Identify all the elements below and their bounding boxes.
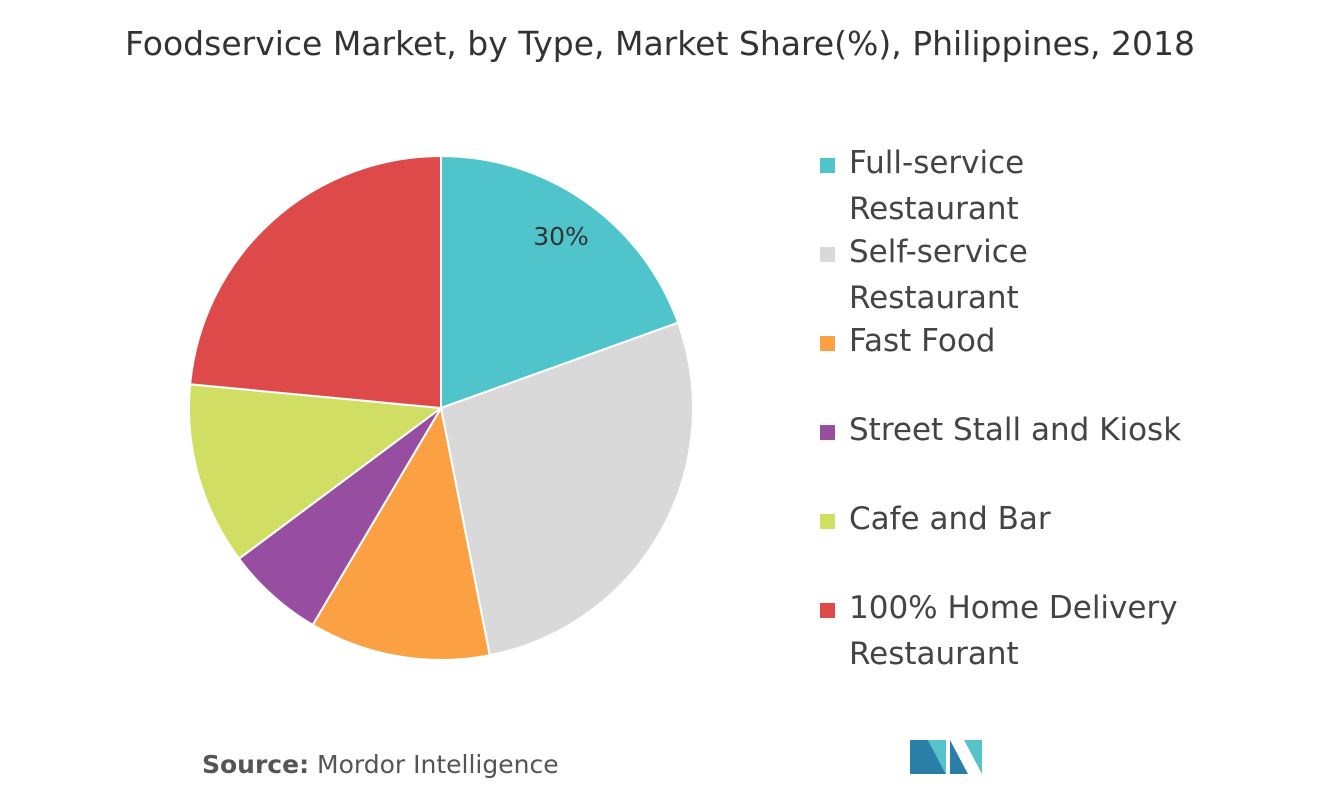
legend-swatch	[820, 336, 835, 351]
pie-slice	[440, 154, 680, 410]
pie	[188, 154, 694, 661]
legend-label: Fast Food	[849, 323, 996, 359]
legend-item: 100% Home Delivery Restaurant	[820, 585, 1200, 674]
legend-item: Fast Food	[820, 318, 1200, 407]
legend-label: Cafe and Bar	[849, 501, 1051, 537]
pie-slice	[439, 321, 694, 657]
legend-label: Full-service Restaurant	[849, 145, 1025, 227]
legend-label: Self-service Restaurant	[849, 234, 1028, 316]
source: Source: Mordor Intelligence	[202, 750, 559, 779]
annotation: 30%	[533, 222, 589, 251]
pie-slice	[188, 383, 444, 561]
legend-swatch	[820, 514, 835, 529]
pie-slice	[189, 154, 442, 410]
legend-swatch	[820, 247, 835, 262]
legend-label: Street Stall and Kiosk	[849, 412, 1182, 448]
source-text: Mordor Intelligence	[317, 750, 559, 779]
source-label: Source:	[202, 750, 310, 779]
logo	[910, 740, 982, 774]
legend-item: Self-service Restaurant	[820, 229, 1200, 318]
legend-item: Street Stall and Kiosk	[820, 407, 1200, 496]
legend-swatch	[820, 425, 835, 440]
legend-swatch	[820, 603, 835, 618]
legend-item: Cafe and Bar	[820, 496, 1200, 585]
chart-title: Foodservice Market, by Type, Market Shar…	[125, 24, 1195, 63]
legend-swatch	[820, 158, 835, 173]
pie-slice	[311, 405, 491, 661]
legend-item: Full-service Restaurant	[820, 140, 1200, 229]
legend: Full-service Restaurant Self-service Rest…	[820, 140, 1200, 674]
legend-label: 100% Home Delivery Restaurant	[849, 590, 1178, 672]
